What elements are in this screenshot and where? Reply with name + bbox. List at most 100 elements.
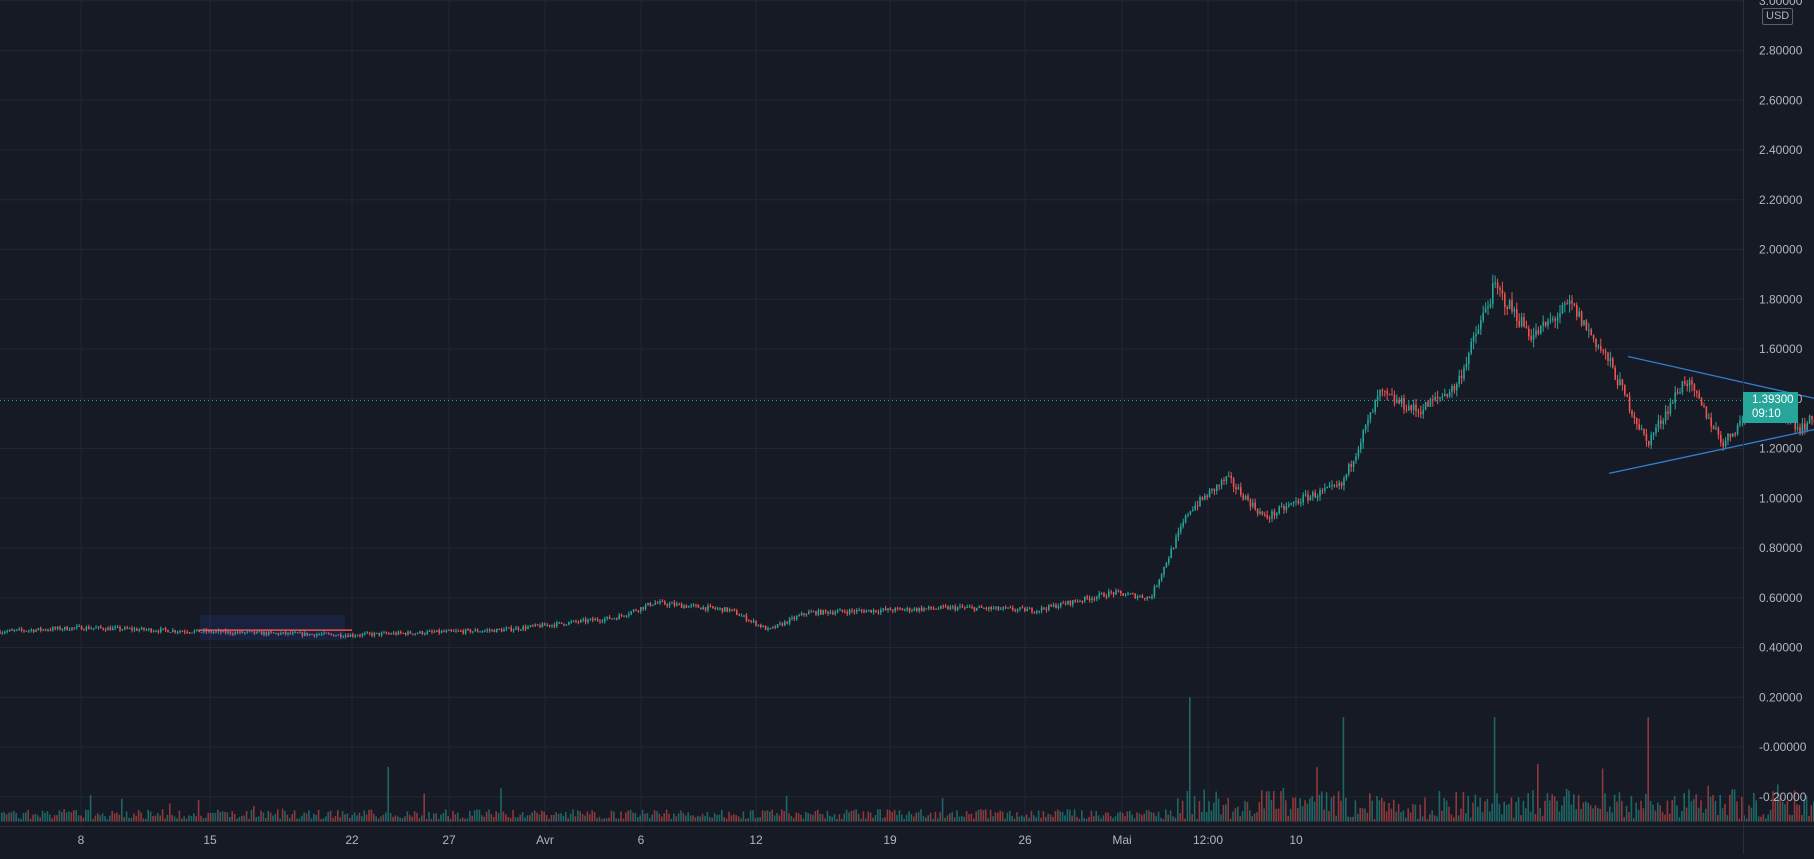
volume-bar [1532, 790, 1534, 821]
volume-bar [891, 812, 893, 821]
volume-bar [1592, 808, 1594, 821]
candle-body [575, 621, 577, 622]
volume-bar [1753, 793, 1755, 822]
candle-body [191, 633, 193, 634]
candle-body [839, 610, 841, 611]
volume-bar [241, 816, 243, 822]
volume-bar [183, 816, 185, 821]
candle-body [1461, 376, 1463, 378]
volume-bar [1467, 796, 1469, 822]
volume-bar [968, 814, 970, 822]
candle-body [155, 631, 157, 632]
candle-body [472, 631, 474, 632]
candle-body [714, 608, 716, 609]
volume-bar [8, 813, 10, 822]
candle-body [664, 601, 666, 604]
candle-body [1230, 476, 1232, 479]
volume-bar [517, 817, 519, 821]
volume-bar [687, 812, 689, 821]
candle-body [981, 607, 983, 608]
candle-body [28, 630, 30, 631]
candle-body [474, 630, 476, 631]
volume-bar [1453, 817, 1455, 821]
candle-body [1355, 456, 1357, 461]
candle-body [1341, 483, 1343, 486]
volume-bar [1043, 811, 1045, 821]
countdown-timer: 09:10 [1752, 407, 1798, 421]
candle-body [1271, 511, 1273, 518]
candle-body [719, 608, 721, 609]
candle-body [1583, 320, 1585, 325]
candle-body [172, 630, 174, 632]
volume-bar [1343, 717, 1345, 821]
volume-bar [92, 819, 94, 822]
candle-body [599, 621, 601, 622]
volume-bar [457, 813, 459, 822]
volume-bar [476, 810, 478, 822]
volume-bar [207, 813, 209, 822]
candle-body [621, 615, 623, 616]
candle-body [6, 631, 8, 632]
volume-bar [889, 810, 891, 821]
volume-bar [368, 810, 370, 822]
candle-body [170, 632, 172, 633]
volume-bar [287, 815, 289, 822]
candle-body [467, 629, 469, 630]
candle-body [1151, 596, 1153, 598]
candle-body [549, 625, 551, 626]
candle-body [1161, 574, 1163, 579]
candle-body [1228, 476, 1230, 477]
candle-body [1240, 487, 1242, 495]
candle-body [842, 610, 844, 612]
volume-bar [270, 812, 272, 821]
candle-body [938, 609, 940, 610]
candle-body [1715, 428, 1717, 429]
volume-bar [1626, 806, 1628, 822]
candle-body [138, 630, 140, 631]
y-tick-label: 1.60000 [1759, 342, 1803, 356]
candle-body [1314, 492, 1316, 497]
candle-body [815, 611, 817, 614]
volume-bar [942, 798, 944, 821]
volume-bar [1602, 769, 1604, 822]
candle-body [693, 605, 695, 606]
candle-body [746, 615, 748, 620]
volume-bar [1237, 807, 1239, 822]
volume-bar [1643, 808, 1645, 821]
volume-bar [215, 813, 217, 821]
volume-bar [27, 810, 29, 822]
volume-bar [1508, 804, 1510, 821]
candle-body [906, 608, 908, 610]
candle-body [1701, 399, 1703, 406]
volume-bar [1556, 801, 1558, 822]
candle-body [146, 630, 148, 631]
volume-bar [1539, 808, 1541, 822]
volume-bar [1362, 808, 1364, 821]
volume-bar [1340, 801, 1342, 822]
y-tick-label: 0.40000 [1759, 641, 1803, 655]
volume-bar [1652, 805, 1654, 822]
volume-bar [625, 813, 627, 822]
candle-body [345, 635, 347, 636]
candle-body [1497, 283, 1499, 289]
candle-body [750, 621, 752, 622]
volume-bar [1563, 797, 1565, 822]
volume-bar [1201, 812, 1203, 822]
volume-bar [1607, 812, 1609, 822]
candle-body [1586, 320, 1588, 329]
volume-bar [1007, 813, 1009, 822]
volume-bar [992, 816, 994, 821]
currency-label[interactable]: USD [1762, 8, 1793, 25]
volume-bar [903, 819, 905, 822]
volume-bar [385, 812, 387, 821]
volume-bar [1374, 819, 1376, 822]
candle-body [1482, 313, 1484, 321]
candle-body [762, 626, 764, 627]
candle-body [71, 627, 73, 629]
drawings[interactable]: (1)(2)(3)(4)(5) [200, 33, 1814, 641]
candle-body [1811, 416, 1813, 420]
volume-bar [59, 810, 61, 821]
